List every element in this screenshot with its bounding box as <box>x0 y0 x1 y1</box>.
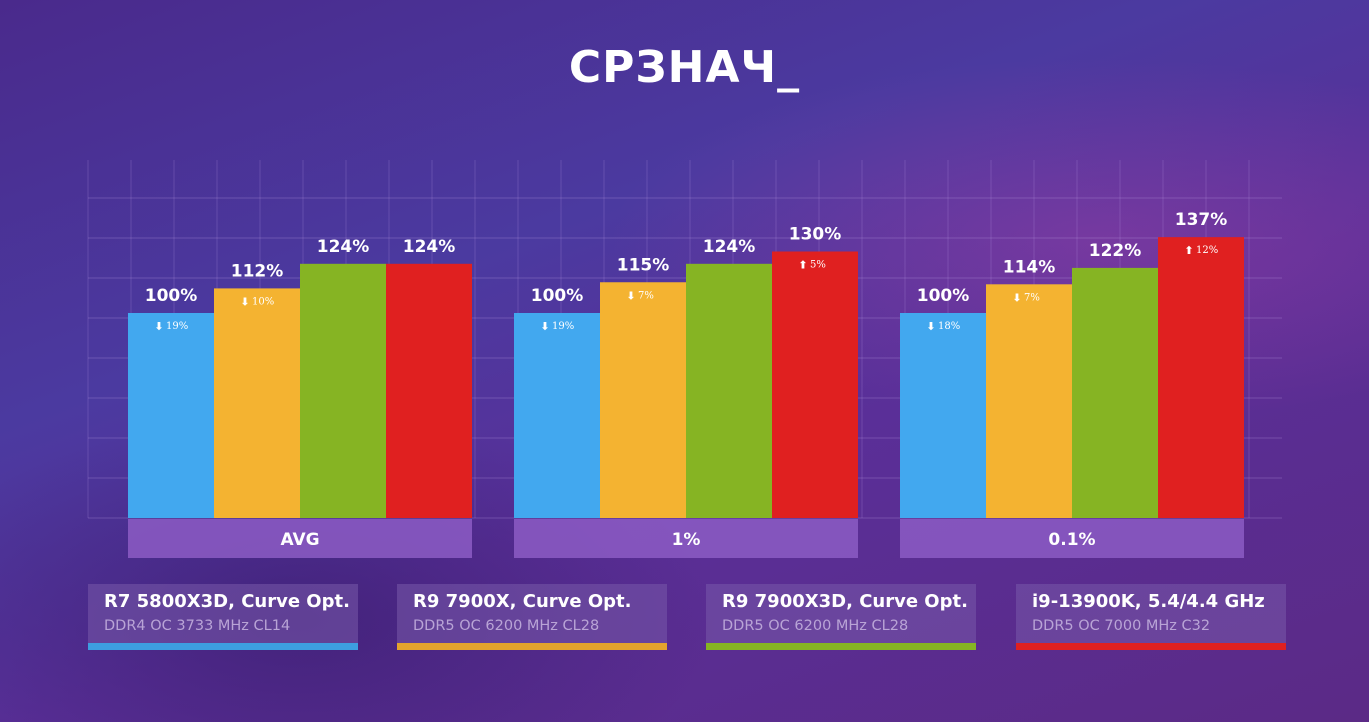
legend-color-bar <box>706 643 976 650</box>
arrow-down-icon: ⬇ <box>1012 291 1021 304</box>
legend-name: R7 5800X3D, Curve Opt. <box>104 591 350 612</box>
bar <box>1072 267 1158 518</box>
delta-label: 7% <box>638 290 654 301</box>
arrow-up-icon: ⬆ <box>1184 244 1193 257</box>
legend-color-bar <box>88 643 358 650</box>
bar <box>386 263 472 518</box>
arrow-down-icon: ⬇ <box>926 320 935 333</box>
legend-name: i9-13900K, 5.4/4.4 GHz <box>1032 591 1265 612</box>
legend-name: R9 7900X, Curve Opt. <box>413 591 632 612</box>
bar-value-label: 130% <box>789 225 842 245</box>
category-band <box>128 519 472 558</box>
delta-label: 5% <box>810 260 826 271</box>
bar <box>300 263 386 518</box>
legend-sub: DDR5 OC 6200 MHz CL28 <box>722 618 909 634</box>
bar-value-label: 115% <box>617 255 670 275</box>
legend-color-bar <box>1016 643 1286 650</box>
bar <box>772 251 858 518</box>
bar-value-label: 124% <box>317 237 370 257</box>
arrow-down-icon: ⬇ <box>626 289 635 302</box>
bar-value-label: 112% <box>231 261 284 281</box>
bar <box>986 284 1072 518</box>
bar-value-label: 100% <box>917 286 970 306</box>
legend-sub: DDR5 OC 6200 MHz CL28 <box>413 618 600 634</box>
bar-value-label: 100% <box>531 286 584 306</box>
bar <box>686 263 772 518</box>
bar-value-label: 114% <box>1003 257 1056 277</box>
bar <box>214 288 300 518</box>
bar <box>900 313 986 518</box>
arrow-down-icon: ⬇ <box>540 320 549 333</box>
legend-item-r7-5800x3d: R7 5800X3D, Curve Opt. DDR4 OC 3733 MHz … <box>88 584 358 650</box>
category-label: 0.1% <box>1048 530 1095 550</box>
bar-value-label: 124% <box>403 237 456 257</box>
bar <box>1158 237 1244 518</box>
bar-value-label: 122% <box>1089 241 1142 261</box>
delta-label: 12% <box>1196 245 1218 256</box>
bar <box>514 313 600 518</box>
delta-label: 19% <box>166 321 188 332</box>
category-label: AVG <box>280 530 319 550</box>
delta-label: 7% <box>1024 292 1040 303</box>
bar <box>600 282 686 518</box>
chart-title: СРЗНАЧ_ <box>568 42 801 93</box>
arrow-down-icon: ⬇ <box>154 320 163 333</box>
legend-color-bar <box>397 643 667 650</box>
legend-item-r9-7900x: R9 7900X, Curve Opt. DDR5 OC 6200 MHz CL… <box>397 584 667 650</box>
category-band <box>900 519 1244 558</box>
delta-label: 18% <box>938 321 960 332</box>
delta-label: 19% <box>552 321 574 332</box>
category-band <box>514 519 858 558</box>
bar <box>128 313 214 518</box>
legend-name: R9 7900X3D, Curve Opt. <box>722 591 968 612</box>
legend-sub: DDR4 OC 3733 MHz CL14 <box>104 618 291 634</box>
bar-value-label: 100% <box>145 286 198 306</box>
arrow-down-icon: ⬇ <box>240 295 249 308</box>
arrow-up-icon: ⬆ <box>798 259 807 272</box>
legend-item-i9-13900k: i9-13900K, 5.4/4.4 GHz DDR5 OC 7000 MHz … <box>1016 584 1286 650</box>
delta-label: 10% <box>252 296 274 307</box>
legend-item-r9-7900x3d: R9 7900X3D, Curve Opt. DDR5 OC 6200 MHz … <box>706 584 976 650</box>
bar-value-label: 137% <box>1175 210 1228 230</box>
category-label: 1% <box>672 530 701 550</box>
legend-sub: DDR5 OC 7000 MHz C32 <box>1032 618 1211 634</box>
bar-value-label: 124% <box>703 237 756 257</box>
